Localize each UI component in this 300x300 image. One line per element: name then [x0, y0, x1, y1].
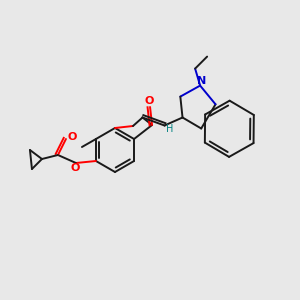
Text: O: O [70, 163, 80, 173]
Text: H: H [166, 124, 173, 134]
Text: O: O [144, 96, 154, 106]
Text: O: O [67, 132, 76, 142]
Text: N: N [196, 76, 206, 85]
